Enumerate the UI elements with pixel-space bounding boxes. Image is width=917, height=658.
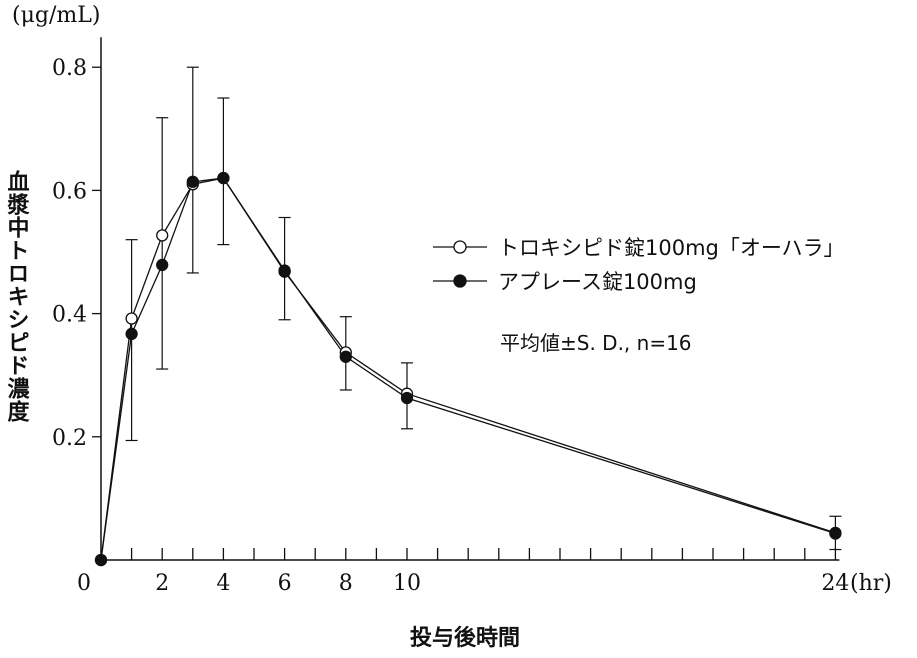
- point-filled: [186, 175, 199, 188]
- point-filled: [94, 553, 108, 567]
- y-axis-title: 血漿中トロキシピド濃度: [4, 169, 31, 423]
- stat-note: 平均値±S. D., n=16: [500, 331, 692, 355]
- y-tick-label: 0.4: [52, 303, 87, 328]
- point-filled: [156, 258, 169, 272]
- axes: [100, 37, 840, 561]
- error-bars: [125, 66, 842, 551]
- point-filled: [217, 171, 230, 185]
- legend-label-1: トロキシピド錠100mg「オーハラ」: [498, 236, 844, 260]
- x-axis-title: 投与後時間: [410, 625, 520, 651]
- y-tick-label: 0.6: [52, 179, 87, 204]
- point-filled: [829, 527, 842, 540]
- legend-marker-open: [453, 240, 467, 254]
- x-tick-label: 0: [77, 571, 91, 596]
- y-tick-label: 0.8: [52, 56, 87, 81]
- x-tick-label: 8: [339, 571, 353, 596]
- x-tick-label: 24: [821, 571, 849, 596]
- point-open: [156, 229, 169, 242]
- point-filled: [400, 391, 414, 405]
- point-open: [125, 312, 138, 325]
- point-filled: [125, 327, 138, 341]
- point-filled: [339, 350, 352, 363]
- y-unit-label: (μg/mL): [12, 3, 100, 28]
- x-tick-label: 6: [278, 571, 292, 596]
- y-tick-label: 0.2: [52, 426, 87, 451]
- x-tick-label: 4: [216, 571, 230, 596]
- x-tick-label: 2: [155, 571, 169, 596]
- x-unit-label: (hr): [850, 571, 892, 596]
- legend-label-2: アプレース錠100mg: [498, 270, 697, 294]
- point-filled: [278, 264, 291, 277]
- ticks: 0.20.40.60.80 2 4 6 8 10 24: [52, 56, 849, 596]
- legend-marker-filled: [453, 274, 467, 288]
- data-points: [94, 171, 842, 567]
- legend: トロキシピド錠100mg「オーハラ」 アプレース錠100mg: [433, 236, 844, 294]
- x-tick-label: 10: [393, 571, 421, 596]
